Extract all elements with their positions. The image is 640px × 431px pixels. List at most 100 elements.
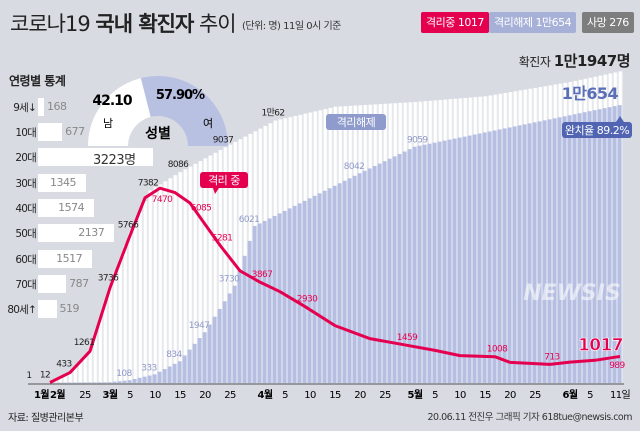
age-value: 787 — [69, 277, 89, 290]
released-bar — [257, 223, 263, 383]
released-bar — [192, 343, 198, 383]
released-bar — [107, 382, 113, 383]
isolating-label: 1008 — [487, 345, 508, 355]
released-bar — [572, 114, 578, 384]
bar-gap — [161, 184, 163, 383]
age-label: 10대 — [15, 127, 36, 139]
released-bar — [77, 382, 83, 383]
bar-gap — [426, 101, 428, 383]
confirmed-bar — [108, 285, 112, 383]
released-bar — [317, 193, 323, 383]
bar-gap — [131, 232, 133, 383]
bar-gap — [381, 104, 383, 383]
released-bar — [207, 324, 213, 383]
badge-released: 격리해제 1만654 — [489, 12, 577, 33]
released-bar — [287, 208, 293, 383]
released-label: 108 — [116, 369, 132, 379]
confirmed-bar — [98, 317, 102, 383]
bar-gap — [591, 77, 593, 383]
released-bar — [187, 349, 193, 383]
released-bar — [97, 382, 103, 383]
bar-gap — [281, 119, 283, 383]
bar-gap — [76, 366, 78, 383]
confirmed-bar — [193, 163, 197, 383]
released-bar — [602, 108, 608, 383]
bar-gap — [376, 104, 378, 383]
confirmed-bar — [48, 382, 52, 383]
bar-gap — [546, 86, 548, 383]
bar-gap — [271, 123, 273, 383]
bar-gap — [216, 152, 218, 383]
released-bar — [432, 142, 438, 383]
age-label: 30대 — [15, 178, 36, 190]
age-bar — [38, 224, 115, 242]
age-label: 70대 — [15, 279, 36, 291]
released-bar — [217, 308, 223, 383]
released-bar — [137, 377, 143, 383]
bar-gap — [96, 333, 98, 383]
released-label: 3730 — [219, 275, 240, 285]
bar-gap — [326, 109, 328, 384]
released-bar — [377, 163, 383, 383]
age-bar — [38, 174, 86, 192]
released-bar — [537, 121, 543, 384]
confirmed-bar — [73, 366, 77, 383]
x-tick-label: 25 — [529, 390, 541, 401]
confirmed-label: 12 — [40, 371, 50, 381]
x-tick-label: 10 — [304, 390, 316, 401]
released-bar — [197, 338, 203, 383]
isolating-label: 1017 — [578, 335, 623, 355]
female-label: 여 — [203, 117, 213, 130]
released-bar — [342, 180, 348, 383]
bar-gap — [141, 211, 143, 383]
released-label: 8042 — [344, 162, 365, 172]
released-bar — [117, 381, 123, 383]
bar-gap — [111, 285, 113, 383]
confirmed-label: 8086 — [168, 160, 189, 170]
bar-gap — [256, 131, 258, 383]
confirmed-label: 1만62 — [261, 108, 284, 119]
confirmed-bar — [198, 161, 202, 383]
bar-gap — [371, 104, 373, 383]
x-tick-label: 5 — [282, 390, 288, 401]
bar-gap — [561, 83, 563, 383]
released-bar — [522, 124, 528, 383]
confirmed-bar — [133, 222, 137, 383]
released-bar — [247, 240, 253, 383]
bar-gap — [176, 175, 178, 383]
isolating-label: 3867 — [252, 270, 273, 280]
x-tick-label: 1월 — [34, 389, 49, 401]
released-bar — [202, 332, 208, 383]
age-bar — [38, 275, 67, 293]
bar-gap — [621, 71, 623, 383]
bar-gap — [241, 139, 243, 383]
released-bar — [232, 285, 238, 383]
bar-gap — [356, 105, 358, 383]
bar-gap — [456, 98, 458, 383]
bar-gap — [56, 379, 58, 383]
bar-gap — [351, 105, 353, 383]
x-tick-label: 25 — [224, 390, 236, 401]
confirmed-label: 1261 — [74, 338, 95, 348]
confirmed-bar — [173, 175, 177, 383]
released-bar — [437, 141, 443, 383]
bar-gap — [306, 113, 308, 384]
confirmed-bar — [208, 155, 212, 383]
age-label: 20대 — [15, 152, 36, 164]
released-bar — [527, 123, 533, 383]
released-label: 6021 — [239, 215, 260, 225]
released-bar — [352, 175, 358, 383]
isolating-label: 1459 — [397, 333, 418, 343]
bar-gap — [461, 98, 463, 383]
released-bar — [142, 376, 148, 383]
female-slice — [140, 76, 228, 146]
bar-gap — [166, 181, 168, 383]
confirmed-bar — [188, 166, 192, 383]
confirmed-bar — [138, 211, 142, 383]
isolating-label: 989 — [609, 361, 625, 371]
released-bar — [277, 213, 283, 383]
bar-gap — [486, 96, 488, 383]
released-label: 9059 — [407, 136, 428, 146]
released-bar — [487, 131, 493, 383]
x-tick-label: 20 — [354, 390, 366, 401]
